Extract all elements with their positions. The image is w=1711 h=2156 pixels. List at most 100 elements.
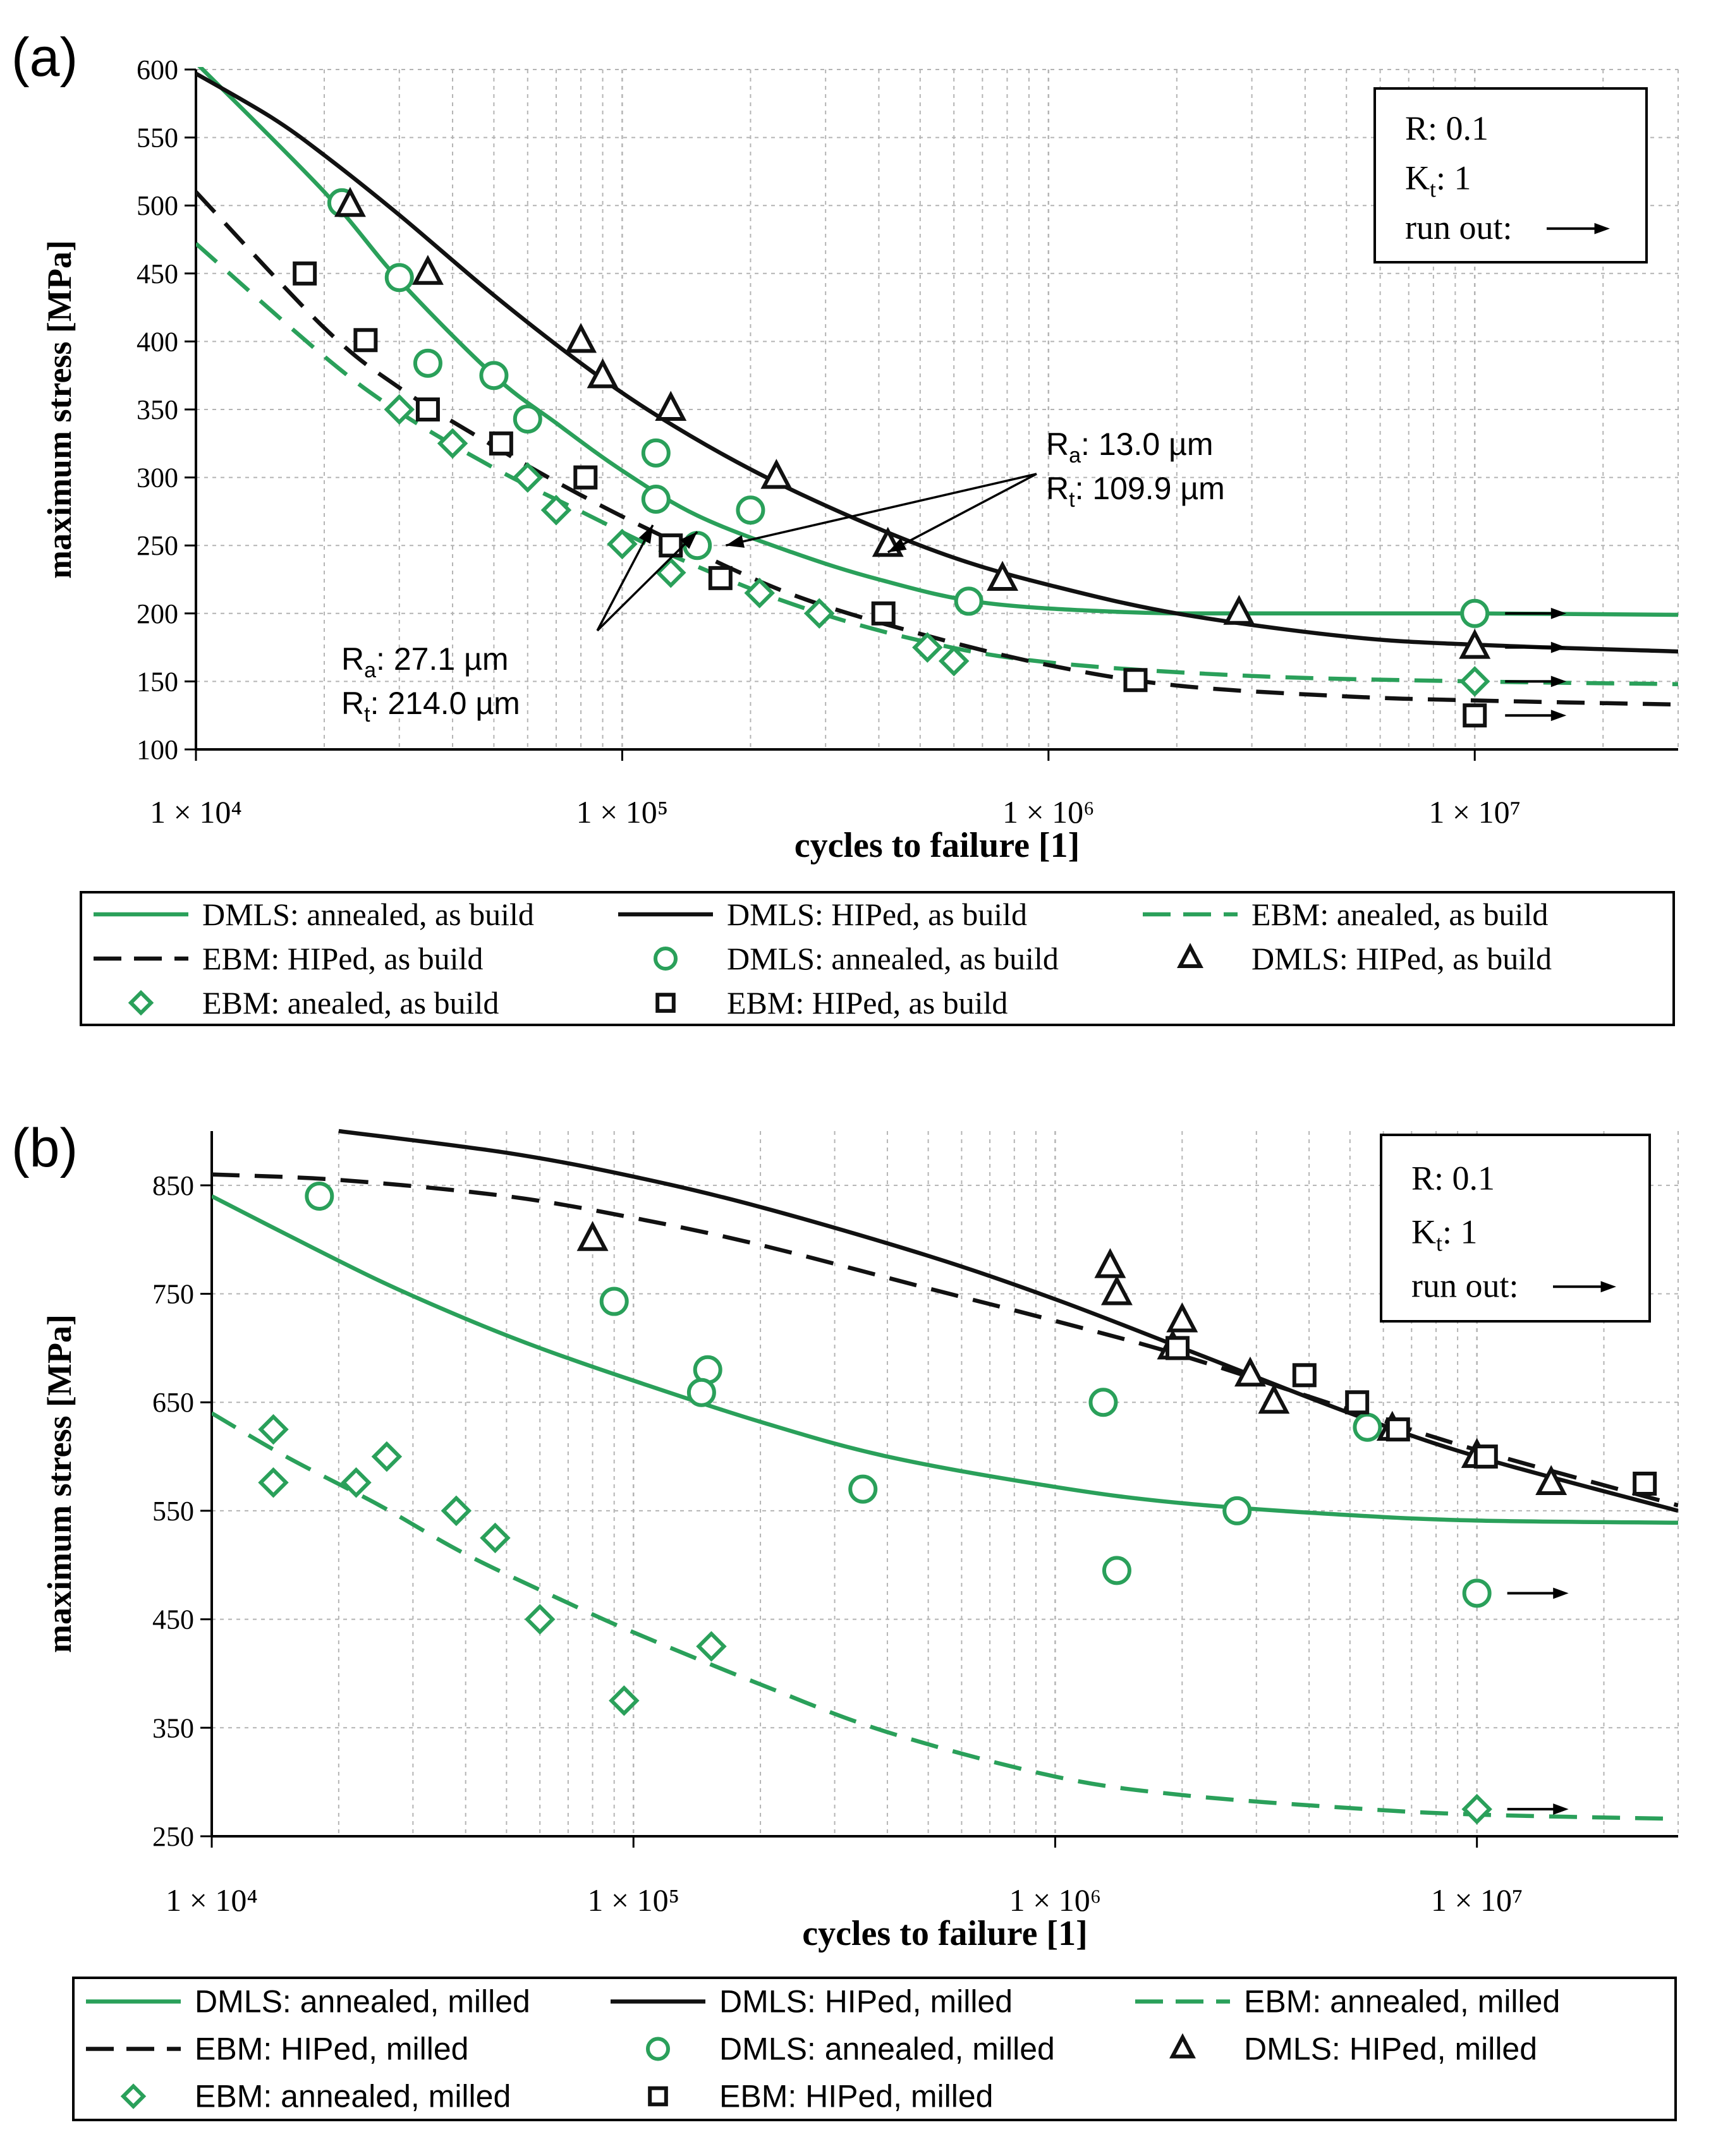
y-axis-label: maximum stress [MPa] xyxy=(40,1314,78,1653)
fit-line-2 xyxy=(212,1411,1678,1821)
info-kt-value: : 1 xyxy=(1442,1213,1478,1251)
runout-point-diamond xyxy=(1461,1793,1492,1825)
rt-label: Rt: 109.9 µm xyxy=(1046,471,1225,512)
y-tick-label: 150 xyxy=(137,666,178,697)
annotation-arrowhead-icon xyxy=(679,531,698,549)
runout-arrowhead-icon xyxy=(1553,1803,1569,1815)
runout-arrowhead-icon xyxy=(1550,641,1567,653)
y-tick-label: 550 xyxy=(137,123,178,154)
ra-subscript: a xyxy=(1069,444,1081,468)
data-point-triangle xyxy=(411,255,444,285)
runout-point-circle xyxy=(1462,1578,1492,1608)
x-tick-label: 1 × 10⁷ xyxy=(1428,794,1521,830)
data-point-circle xyxy=(641,438,671,468)
data-point-circle xyxy=(513,404,542,434)
runout-point-circle xyxy=(1460,598,1490,628)
annotation-arrow-icon xyxy=(596,524,654,631)
y-tick-label: 350 xyxy=(137,394,178,425)
data-point-square xyxy=(708,566,733,590)
annotation-arrowhead-icon xyxy=(887,538,907,552)
info-kt-subscript: t xyxy=(1436,1230,1442,1256)
data-point-square xyxy=(573,465,598,490)
ra-value: : 27.1 µm xyxy=(376,641,508,677)
legend-label: EBM: HIPed, milled xyxy=(195,2032,468,2067)
legend-label: DMLS: HIPed, milled xyxy=(719,1984,1013,2020)
y-tick-label: 850 xyxy=(152,1170,194,1201)
x-tick-label: 1 × 10⁷ xyxy=(1431,1882,1523,1918)
legend-marker-triangle-icon xyxy=(1177,943,1203,968)
x-tick-label: 1 × 10⁴ xyxy=(150,794,242,830)
legend-item: DMLS: annealed, milled xyxy=(646,2032,1055,2067)
data-point-circle xyxy=(384,263,414,293)
panel-label: (a) xyxy=(11,27,78,88)
data-point-square xyxy=(1385,1417,1410,1442)
annotation-arrow-icon xyxy=(725,473,1037,547)
fit-line-1 xyxy=(196,71,1678,654)
y-tick-label: 750 xyxy=(152,1279,194,1310)
ra-symbol: R xyxy=(1046,427,1069,462)
rt-value: : 214.0 µm xyxy=(370,686,520,721)
chart-a-svg: (a) 100 150 200 250 300 350 400 450 500 550 600 1 × … xyxy=(11,27,1679,1026)
rt-subscript: t xyxy=(364,703,370,727)
data-point-diamond xyxy=(607,528,638,560)
legend-item: DMLS: annealed, milled xyxy=(86,1984,530,2020)
y-tick-label: 250 xyxy=(137,530,178,561)
data-point-diamond xyxy=(938,645,970,677)
legend-item: DMLS: HIPed, as build xyxy=(618,897,1027,932)
y-tick-label: 100 xyxy=(137,734,178,765)
legend-marker-square-icon xyxy=(655,993,676,1013)
info-runout: run out: xyxy=(1411,1266,1519,1304)
y-tick-label: 250 xyxy=(152,1821,194,1852)
info-kt: Kt: 1 xyxy=(1405,159,1471,202)
info-runout-arrowhead-icon xyxy=(1594,222,1610,234)
data-point-square xyxy=(1633,1472,1657,1496)
legend-item: EBM: HIPed, milled xyxy=(86,2032,468,2067)
data-point-square xyxy=(1345,1390,1370,1415)
data-point-diamond xyxy=(912,632,943,663)
legend-item: DMLS: HIPed, milled xyxy=(611,1984,1013,2020)
x-tick-label: 1 × 10⁶ xyxy=(1002,794,1095,830)
data-point-circle xyxy=(1102,1556,1131,1585)
data-point-diamond xyxy=(441,1495,472,1527)
annotation-arrowhead-icon xyxy=(726,535,745,548)
chart-panel-a: (a) 100 150 200 250 300 350 400 450 500 550 600 1 × … xyxy=(11,27,1679,1026)
runout-arrowhead-icon xyxy=(1550,607,1567,619)
x-axis-label: cycles to failure [1] xyxy=(795,826,1080,865)
y-tick-label: 300 xyxy=(137,463,178,494)
rt-symbol: R xyxy=(341,686,364,721)
y-tick-label: 600 xyxy=(137,54,178,85)
legend-item: DMLS: annealed, as build xyxy=(654,941,1059,976)
annotation-arrow-icon xyxy=(887,473,1037,554)
legend-item: EBM: HIPed, as build xyxy=(655,985,1008,1020)
legend-item: EBM: anealed, as build xyxy=(1143,897,1548,932)
info-r: R: 0.1 xyxy=(1411,1159,1495,1197)
data-point-diamond xyxy=(480,1522,511,1554)
data-point-circle xyxy=(413,348,442,378)
data-point-circle xyxy=(1353,1412,1382,1442)
data-point-square xyxy=(1123,668,1148,693)
data-point-diamond xyxy=(804,598,835,629)
info-kt-value: : 1 xyxy=(1436,159,1471,197)
legend-label: DMLS: HIPed, milled xyxy=(1244,2032,1537,2067)
rt-value: : 109.9 µm xyxy=(1075,471,1225,506)
runout-point-diamond xyxy=(1459,666,1490,697)
data-point-triangle xyxy=(587,358,619,389)
legend-item: DMLS: annealed, as build xyxy=(94,897,534,932)
legend-marker-diamond-icon xyxy=(128,990,154,1016)
data-point-square xyxy=(1292,1363,1317,1388)
info-box-frame xyxy=(1373,87,1648,263)
legend-label: DMLS: HIPed, as build xyxy=(1251,941,1552,976)
data-point-diamond xyxy=(524,1604,556,1635)
info-box: R: 0.1 Kt: 1 run out: xyxy=(1380,1134,1651,1323)
data-markers xyxy=(258,1182,1657,1825)
data-point-square xyxy=(871,601,896,626)
legend-marker-triangle-icon xyxy=(1169,2033,1196,2059)
legend-label: EBM: annealed, milled xyxy=(1244,1984,1560,2020)
legend-label: EBM: anealed, as build xyxy=(202,985,499,1020)
data-point-circle xyxy=(1088,1388,1118,1417)
x-axis-label: cycles to failure [1] xyxy=(802,1914,1087,1953)
data-point-diamond xyxy=(437,428,468,459)
legend-frame xyxy=(80,891,1675,1026)
y-axis-label: maximum stress [MPa] xyxy=(40,240,78,579)
